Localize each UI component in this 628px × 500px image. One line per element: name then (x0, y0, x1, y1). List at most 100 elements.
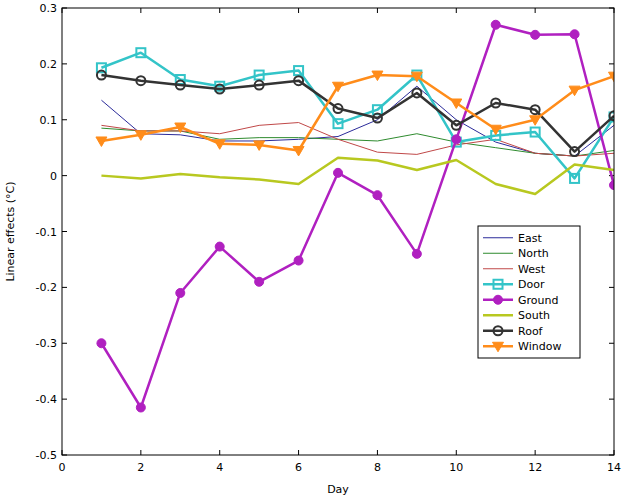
y-tick (62, 343, 67, 344)
y-tick (62, 399, 67, 400)
y-tick (62, 175, 67, 176)
legend-marker (493, 342, 504, 352)
point (334, 104, 343, 113)
x-tick (535, 450, 536, 455)
legend-swatch (483, 330, 513, 333)
legend-label: North (518, 247, 549, 260)
x-tick-label: 8 (374, 461, 381, 474)
plot-frame (62, 8, 614, 455)
y-tick (62, 287, 67, 288)
legend-marker (494, 280, 503, 289)
y-tick (62, 63, 67, 64)
point (136, 48, 145, 57)
series (97, 20, 614, 412)
point (255, 71, 264, 80)
point (570, 147, 579, 156)
legend-swatch (483, 253, 513, 254)
point (569, 86, 580, 96)
x-tick (140, 450, 141, 455)
y-tick (609, 343, 614, 344)
x-tick-label: 4 (216, 461, 223, 474)
point (373, 114, 382, 123)
point (610, 181, 615, 190)
series (97, 71, 614, 157)
point (373, 191, 382, 200)
y-tick (609, 287, 614, 288)
background (0, 0, 628, 500)
point (412, 249, 421, 258)
point (372, 71, 383, 81)
point (490, 125, 501, 135)
plot-area (96, 20, 614, 412)
point (136, 76, 145, 85)
point (135, 131, 146, 141)
point (333, 82, 344, 92)
series (101, 123, 614, 157)
point (255, 81, 264, 90)
legend-label: Door (518, 278, 545, 291)
legend-label: South (518, 309, 550, 322)
point (294, 76, 303, 85)
x-tick (377, 8, 378, 13)
point (531, 105, 540, 114)
series-line (101, 86, 614, 156)
x-tick (298, 450, 299, 455)
point (491, 98, 500, 107)
point (530, 116, 541, 126)
y-tick-label: -0.1 (36, 226, 57, 239)
legend-label: East (518, 232, 542, 245)
legend-marker (494, 326, 503, 335)
point (294, 256, 303, 265)
legend-swatch (483, 268, 513, 269)
x-tick (456, 450, 457, 455)
y-tick (62, 119, 67, 120)
y-tick-label: -0.5 (36, 449, 57, 462)
point (97, 71, 106, 80)
legend-swatch (483, 283, 513, 286)
y-tick-label: -0.3 (36, 337, 57, 350)
point (570, 30, 579, 39)
y-tick-label: 0.3 (40, 2, 58, 15)
point (215, 242, 224, 251)
x-tick (219, 450, 220, 455)
point (176, 81, 185, 90)
point (531, 128, 540, 137)
series (97, 48, 614, 183)
x-tick (298, 8, 299, 13)
point (452, 121, 461, 130)
point (609, 72, 615, 82)
y-tick-label: -0.4 (36, 393, 57, 406)
x-tick (456, 8, 457, 13)
point (294, 66, 303, 75)
series-line (101, 123, 614, 157)
point (136, 403, 145, 412)
point (452, 135, 461, 144)
point (412, 88, 421, 97)
point (411, 72, 422, 82)
y-tick-label: 0.1 (40, 114, 58, 127)
x-tick-label: 6 (295, 461, 302, 474)
point (214, 140, 225, 150)
y-tick (62, 231, 67, 232)
series-line (101, 75, 614, 152)
series (101, 86, 614, 156)
x-tick-label: 0 (59, 461, 66, 474)
y-tick (609, 63, 614, 64)
point (334, 168, 343, 177)
point (491, 20, 500, 29)
legend-label: Roof (518, 325, 544, 338)
x-tick-label: 14 (607, 461, 621, 474)
y-tick (609, 231, 614, 232)
legend-label: Ground (518, 294, 558, 307)
y-axis-label: Linear effects (°C) (4, 181, 17, 281)
legend-box (478, 226, 580, 358)
series (96, 71, 614, 156)
point (531, 30, 540, 39)
x-tick (140, 8, 141, 13)
point (570, 174, 579, 183)
point (175, 123, 186, 133)
chart: 02468101214-0.5-0.4-0.3-0.2-0.100.10.20.… (0, 0, 628, 500)
x-tick-label: 12 (528, 461, 542, 474)
x-tick-label: 10 (449, 461, 463, 474)
y-tick-label: 0.2 (40, 58, 58, 71)
